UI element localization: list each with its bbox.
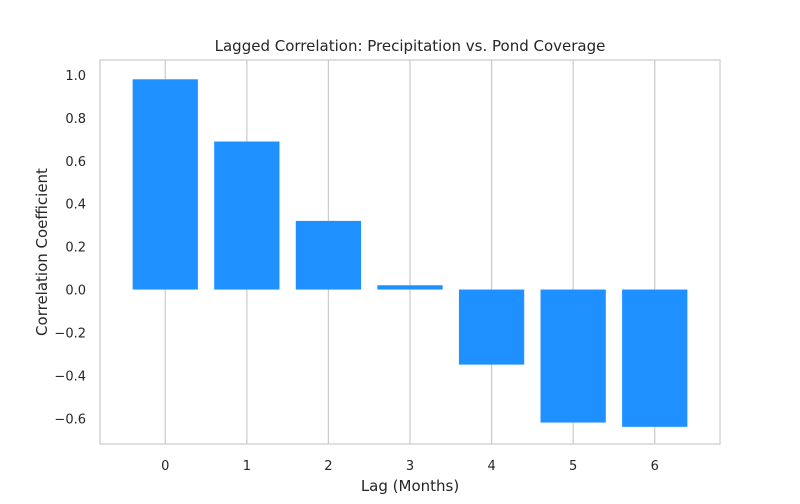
y-tick-label: 1.0 xyxy=(65,69,86,84)
x-tick-label: 6 xyxy=(651,459,659,474)
y-axis-label: Correlation Coefficient xyxy=(33,168,51,336)
y-tick-label: −0.6 xyxy=(54,412,86,427)
plot-frame xyxy=(99,59,721,445)
y-tick-label: 0.2 xyxy=(65,241,86,256)
bar-lag-2 xyxy=(295,220,362,290)
bar-lag-5 xyxy=(540,289,606,423)
y-tick-label: −0.2 xyxy=(54,326,86,341)
y-tick-label: 0.4 xyxy=(65,198,86,213)
bar-lag-4 xyxy=(458,289,525,365)
bar-lag-6 xyxy=(622,289,688,427)
chart-title: Lagged Correlation: Precipitation vs. Po… xyxy=(215,37,606,55)
x-tick-label: 0 xyxy=(161,459,169,474)
x-tick-labels: 0 1 2 3 4 5 6 xyxy=(161,459,659,474)
x-axis-label: Lag (Months) xyxy=(361,477,459,495)
x-tick-label: 4 xyxy=(487,459,495,474)
y-tick-label: 0.6 xyxy=(65,155,86,170)
bars xyxy=(132,79,688,427)
bar-lag-3 xyxy=(377,285,443,290)
y-tick-labels: −0.6 −0.4 −0.2 0.0 0.2 0.4 0.6 0.8 1.0 xyxy=(54,69,86,427)
x-tick-label: 2 xyxy=(324,459,332,474)
y-tick-label: 0.0 xyxy=(65,284,86,299)
bar-lag-1 xyxy=(214,141,280,290)
x-tick-label: 5 xyxy=(569,459,577,474)
x-tick-label: 3 xyxy=(406,459,414,474)
y-tick-label: −0.4 xyxy=(54,369,86,384)
x-tick-label: 1 xyxy=(243,459,251,474)
bar-lag-0 xyxy=(132,79,198,290)
y-tick-label: 0.8 xyxy=(65,112,86,127)
